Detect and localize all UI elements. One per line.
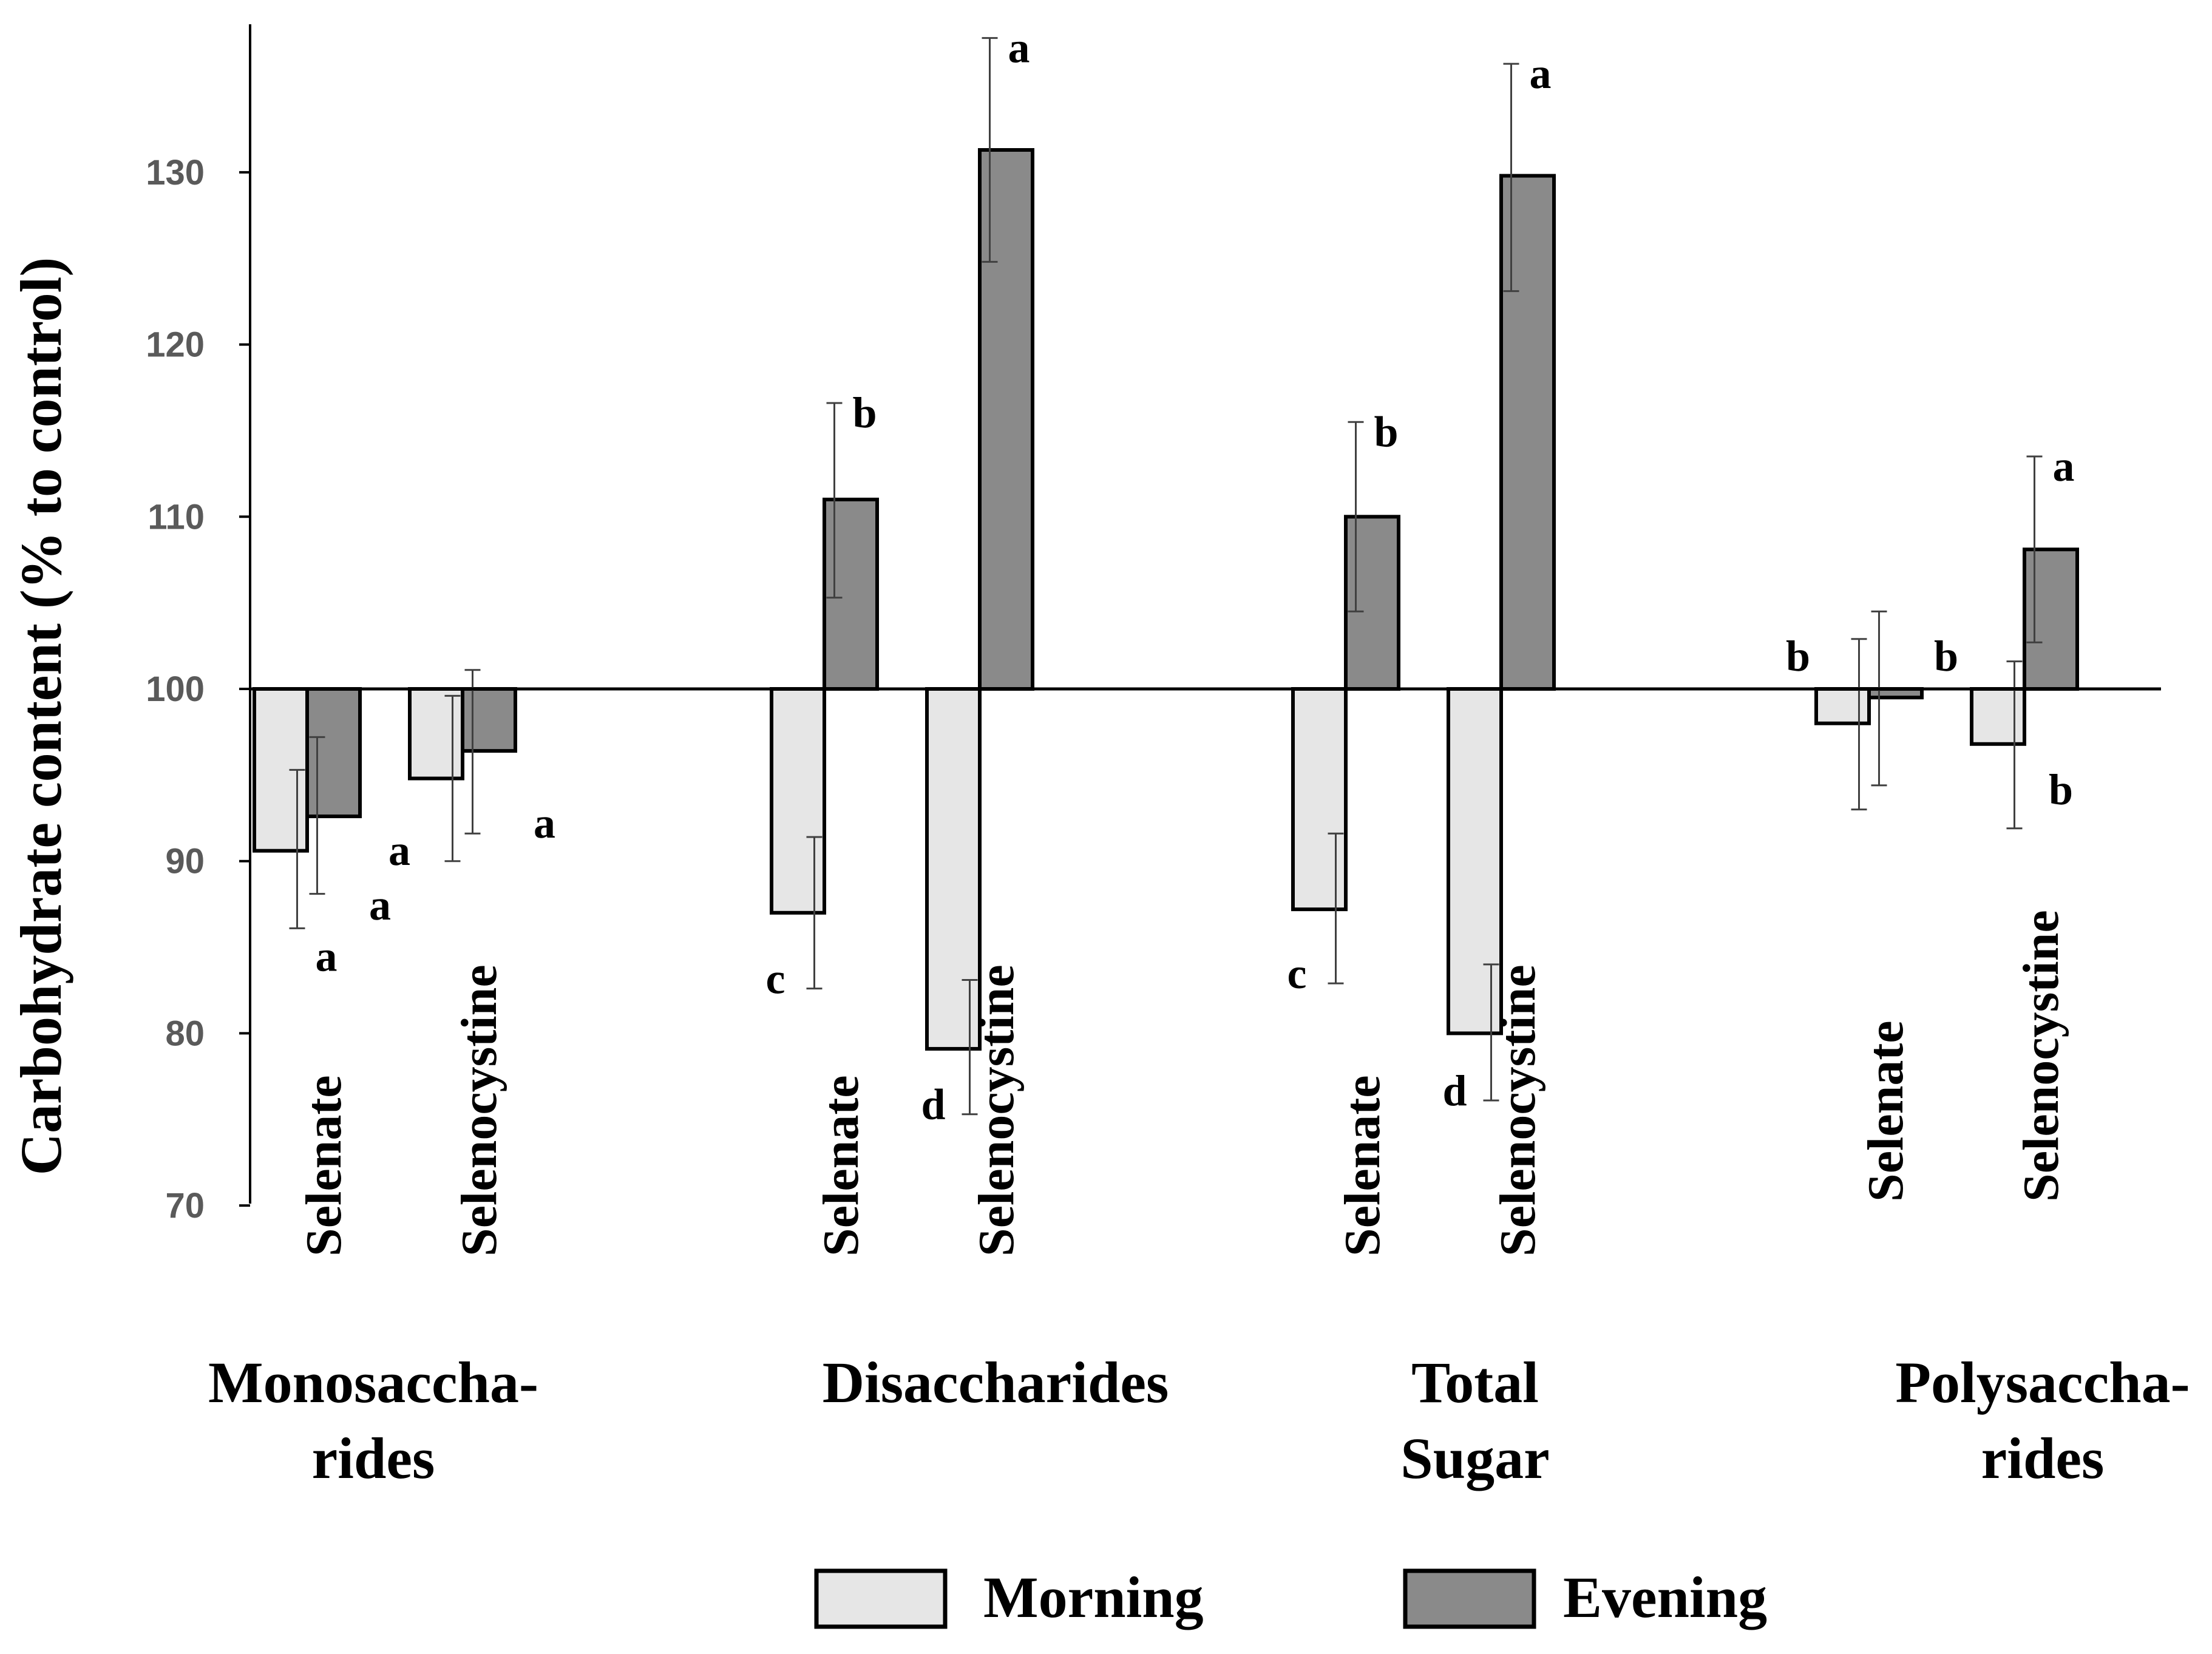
bar-g0-t0-evening xyxy=(305,687,362,818)
y-tick-label-80: 80 xyxy=(165,1014,205,1053)
letter-g2-t0-evening: b xyxy=(1374,407,1399,456)
letter-g2-t0-morning: c xyxy=(1288,949,1307,998)
group-label-2-line-0: Total xyxy=(1411,1350,1539,1415)
letter-g1-t1-morning: d xyxy=(921,1080,946,1129)
letter-g3-t1-evening: a xyxy=(2053,442,2075,490)
legend-swatch-morning xyxy=(814,1568,948,1629)
bar-g3-t1-morning xyxy=(1970,687,2026,746)
treatment-label-g2-t1: Selenocystine xyxy=(1490,964,1546,1256)
bar-g3-t0-morning xyxy=(1814,687,1871,725)
treatment-label-g0-t1: Selenocystine xyxy=(451,964,507,1256)
legend-label-evening: Evening xyxy=(1563,1565,1767,1630)
legend: Morning Evening xyxy=(814,1565,1767,1630)
bars xyxy=(253,148,2079,1051)
letter-g1-t0-evening: b xyxy=(853,388,877,437)
bar-g1-t0-evening xyxy=(823,497,879,691)
bar-g1-t1-evening xyxy=(978,148,1034,691)
treatment-label-g2-t0: Selenate xyxy=(1334,1075,1391,1256)
group-label-1-line-0: Disaccharides xyxy=(823,1350,1169,1415)
letter-g0-t1-evening: a xyxy=(534,799,555,847)
y-axis: 70 80 90 100 110 120 130 xyxy=(146,24,251,1225)
letter-g1-t0-morning: c xyxy=(766,955,785,1003)
y-tick-label-70: 70 xyxy=(165,1186,205,1225)
bar-g0-t1-morning xyxy=(408,687,464,781)
bar-g1-t1-morning xyxy=(925,687,982,1051)
letter-g2-t1-morning: d xyxy=(1443,1066,1467,1115)
letter-g0-t1-morning: a xyxy=(388,826,410,875)
treatment-label-g3-t0: Selenate xyxy=(1857,1020,1914,1202)
letter-g3-t0-morning: b xyxy=(1786,632,1810,680)
treatment-labels: Selenate Selenocystine Selenate Selenocysti… xyxy=(296,910,2069,1256)
y-tick-label-100: 100 xyxy=(146,669,205,709)
group-label-2-line-1: Sugar xyxy=(1400,1426,1549,1491)
y-tick-label-130: 130 xyxy=(146,153,205,192)
treatment-label-g1-t0: Selenate xyxy=(813,1075,869,1256)
letter-g3-t1-morning: b xyxy=(2049,765,2073,814)
letter-g0-t0-evening: a xyxy=(369,881,391,929)
letter-g3-t0-evening: b xyxy=(1934,632,1958,680)
letter-g2-t1-evening: a xyxy=(1530,49,1552,98)
y-tick-label-120: 120 xyxy=(146,325,205,365)
group-labels: Monosaccha-rides Disaccharides Total Sugar P… xyxy=(208,1350,2190,1491)
group-label-3-line-1: rides xyxy=(1981,1426,2105,1491)
legend-swatch-evening xyxy=(1403,1568,1536,1629)
bar-g2-t0-evening xyxy=(1344,515,1400,691)
letter-g0-t0-morning: a xyxy=(316,932,338,980)
treatment-label-g3-t1: Selenocystine xyxy=(2013,910,2069,1202)
y-tick-label-110: 110 xyxy=(148,497,205,537)
group-label-3-line-0: Polysaccha- xyxy=(1895,1350,2190,1415)
group-label-0-line-0: Monosaccha- xyxy=(208,1350,538,1415)
letter-g1-t1-evening: a xyxy=(1008,24,1030,72)
group-label-0-line-1: rides xyxy=(312,1426,435,1491)
treatment-label-g1-t1: Selenocystine xyxy=(968,964,1025,1256)
legend-label-morning: Morning xyxy=(983,1565,1204,1630)
y-axis-title: Carbohydrate content (% to control) xyxy=(8,257,73,1176)
treatment-label-g0-t0: Selenate xyxy=(296,1075,352,1256)
bar-g2-t0-morning xyxy=(1291,687,1348,912)
bar-g3-t1-evening xyxy=(2023,547,2079,691)
bar-g0-t1-evening xyxy=(461,687,517,753)
bar-g2-t1-evening xyxy=(1499,174,1556,691)
y-tick-label-90: 90 xyxy=(165,842,205,881)
bar-g1-t0-morning xyxy=(770,687,826,915)
